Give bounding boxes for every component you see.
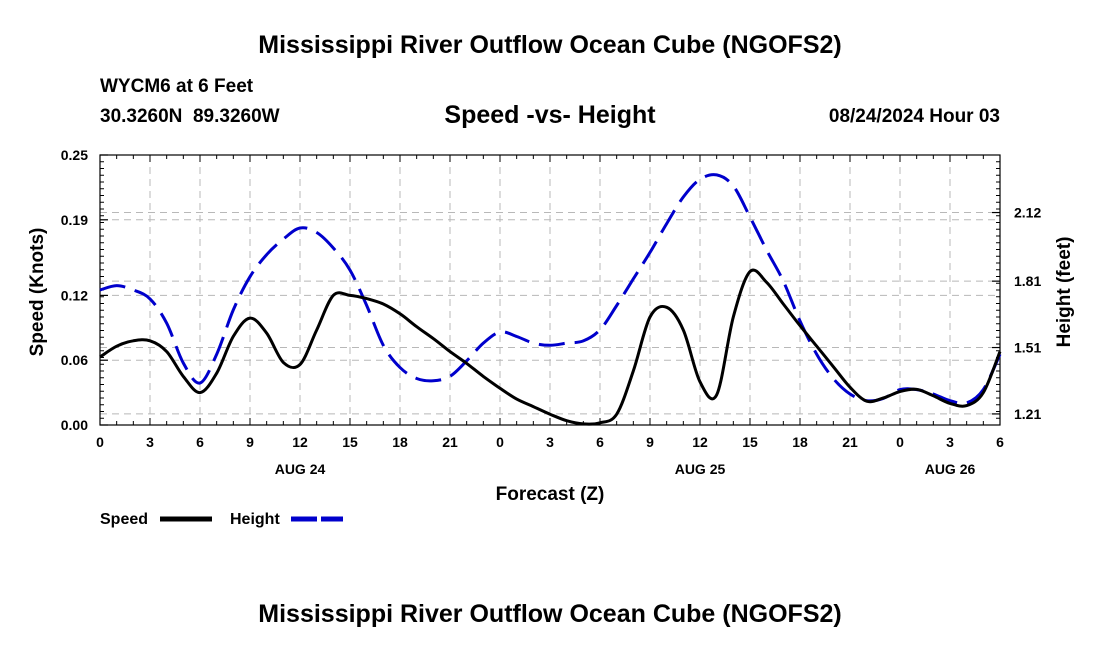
- date-label: AUG 25: [675, 461, 726, 477]
- chart-subtitle: Speed -vs- Height: [444, 101, 656, 129]
- y2-tick-label: 1.51: [1014, 340, 1041, 356]
- grid: [100, 155, 1000, 425]
- x-tick-label: 15: [342, 434, 358, 450]
- x-tick-label: 18: [792, 434, 808, 450]
- chart-title: Mississippi River Outflow Ocean Cube (NG…: [258, 31, 842, 59]
- legend-height-label: Height: [230, 511, 280, 528]
- y2-axis-label: Height (feet): [1054, 237, 1075, 348]
- y-tick-label: 0.12: [61, 287, 88, 303]
- y-tick-label: 0.19: [61, 212, 88, 228]
- x-tick-label: 6: [996, 434, 1004, 450]
- series: [99, 173, 1002, 426]
- y-tick-label: 0.00: [61, 417, 88, 433]
- footer-title: Mississippi River Outflow Ocean Cube (NG…: [258, 600, 842, 628]
- legend-speed-label: Speed: [100, 511, 148, 528]
- axis-ticks: 0 3 6 9 12 15 18 21 0 3 6 9 12 15 18 21 0 3 6 AUG 24 AUG 25 A…: [61, 147, 1042, 477]
- x-tick-label: 3: [946, 434, 954, 450]
- x-tick-label: 21: [842, 434, 858, 450]
- speed-line: [99, 268, 1002, 426]
- x-tick-label: 9: [646, 434, 654, 450]
- y-axis-label: Speed (Knots): [27, 228, 48, 357]
- x-tick-label: 21: [442, 434, 458, 450]
- height-line: [99, 173, 1002, 406]
- x-tick-label: 12: [692, 434, 708, 450]
- axis-labels: Forecast (Z) Speed (Knots) Height (feet): [27, 228, 1075, 505]
- y2-tick-label: 2.12: [1014, 205, 1041, 221]
- date-label: AUG 24: [275, 461, 326, 477]
- x-tick-label: 0: [96, 434, 104, 450]
- x-tick-label: 6: [596, 434, 604, 450]
- x-tick-label: 3: [546, 434, 554, 450]
- x-tick-label: 12: [292, 434, 308, 450]
- y2-tick-label: 1.81: [1014, 273, 1041, 289]
- station-coordinates: 30.3260N 89.3260W: [100, 106, 280, 127]
- x-tick-label: 9: [246, 434, 254, 450]
- date-label: AUG 26: [925, 461, 976, 477]
- legend: Speed Height: [100, 511, 343, 528]
- x-tick-label: 3: [146, 434, 154, 450]
- x-tick-label: 0: [496, 434, 504, 450]
- x-tick-label: 18: [392, 434, 408, 450]
- y-tick-label: 0.25: [61, 147, 88, 163]
- station-label: WYCM6 at 6 Feet: [100, 76, 254, 97]
- y-tick-label: 0.06: [61, 352, 88, 368]
- forecast-datetime: 08/24/2024 Hour 03: [828, 106, 1000, 127]
- x-tick-label: 6: [196, 434, 204, 450]
- x-tick-label: 0: [896, 434, 904, 450]
- x-axis-label: Forecast (Z): [496, 484, 605, 505]
- x-tick-label: 15: [742, 434, 758, 450]
- y2-tick-label: 1.21: [1014, 406, 1041, 422]
